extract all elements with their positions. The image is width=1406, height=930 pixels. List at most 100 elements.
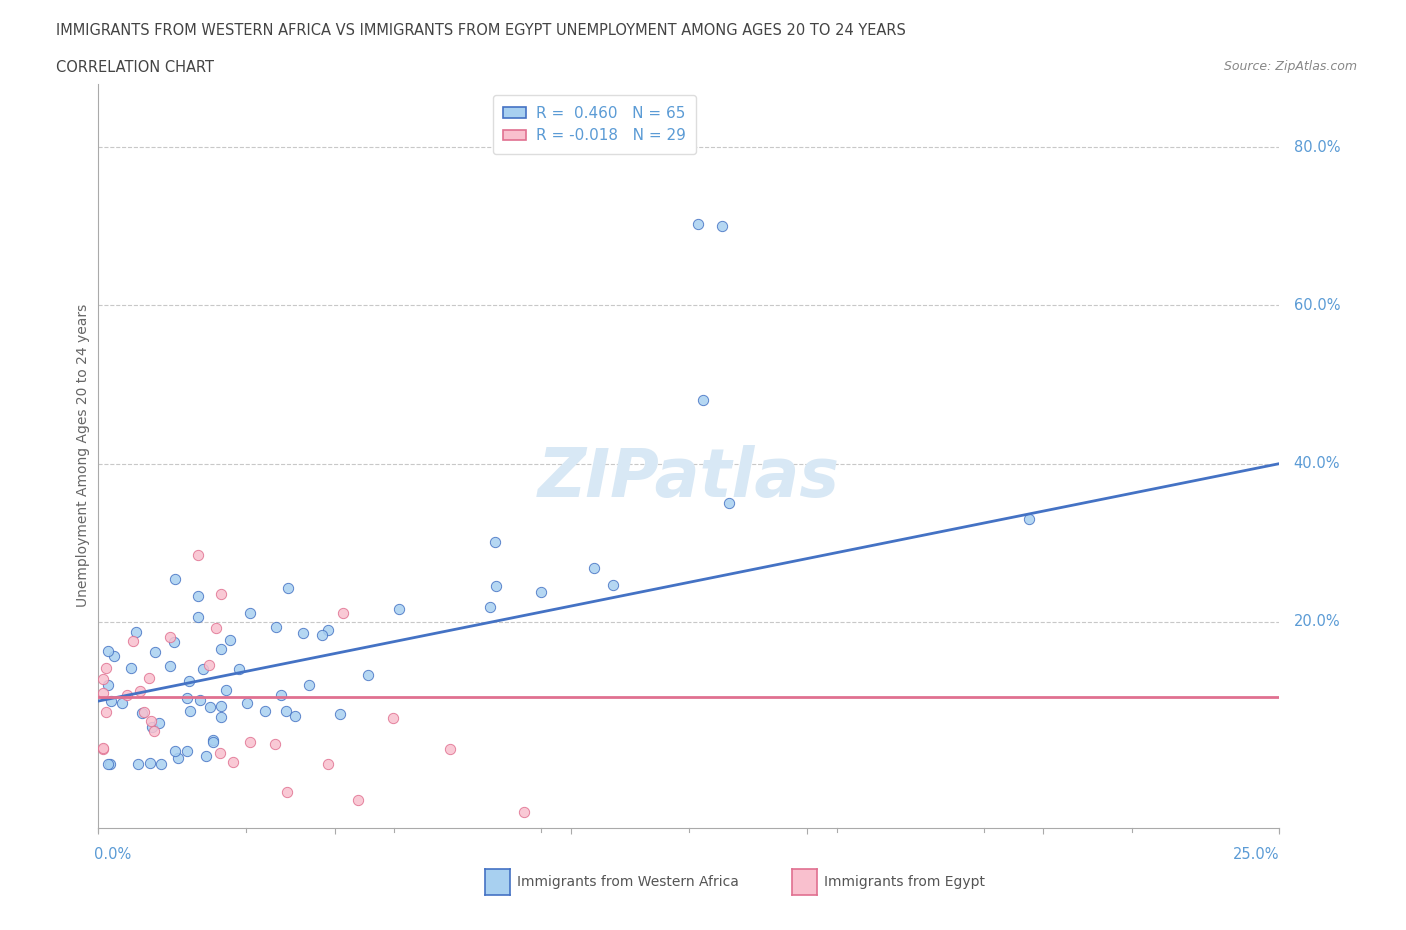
Y-axis label: Unemployment Among Ages 20 to 24 years: Unemployment Among Ages 20 to 24 years — [76, 304, 90, 607]
Point — [297, 677, 319, 692]
Text: 80.0%: 80.0% — [1294, 140, 1340, 154]
Point — [100, 694, 122, 709]
Point — [204, 621, 226, 636]
Text: Immigrants from Egypt: Immigrants from Egypt — [824, 874, 986, 889]
Point — [316, 622, 339, 637]
Point — [284, 709, 307, 724]
Legend: R =  0.460   N = 65, R = -0.018   N = 29: R = 0.460 N = 65, R = -0.018 N = 29 — [492, 95, 696, 154]
Point — [209, 587, 232, 602]
Point — [276, 703, 298, 718]
Point — [311, 628, 333, 643]
Point — [201, 735, 224, 750]
Text: 20.0%: 20.0% — [1294, 615, 1340, 630]
Point — [91, 671, 114, 686]
Point — [159, 630, 181, 644]
Point — [142, 724, 165, 738]
Point — [139, 713, 162, 728]
Point — [191, 661, 214, 676]
Point — [127, 757, 149, 772]
Point — [382, 711, 405, 725]
Point — [132, 704, 155, 719]
Point — [125, 624, 148, 639]
Point — [583, 561, 606, 576]
Point — [131, 706, 153, 721]
Point — [97, 644, 120, 658]
Point — [208, 745, 231, 760]
Point — [209, 710, 232, 724]
Point — [98, 757, 121, 772]
Point — [198, 658, 221, 672]
Point — [291, 626, 314, 641]
Text: CORRELATION CHART: CORRELATION CHART — [56, 60, 214, 75]
Point — [198, 699, 221, 714]
Point — [163, 634, 186, 649]
Point — [239, 734, 262, 749]
Point — [188, 693, 211, 708]
Point — [187, 589, 209, 604]
Point — [187, 547, 209, 562]
Point — [356, 668, 378, 683]
Point — [91, 740, 114, 755]
Text: 40.0%: 40.0% — [1294, 456, 1340, 472]
Point — [277, 580, 299, 595]
Point — [219, 632, 242, 647]
Point — [138, 671, 160, 685]
Point — [148, 715, 170, 730]
Point — [209, 642, 232, 657]
Point — [139, 755, 162, 770]
Point — [485, 579, 508, 594]
Point — [111, 696, 134, 711]
Point — [270, 687, 292, 702]
Point — [94, 705, 117, 720]
Point — [97, 757, 120, 772]
Point — [117, 687, 139, 702]
Point — [1018, 512, 1040, 526]
Point — [91, 742, 114, 757]
Point — [176, 690, 198, 705]
Point — [222, 754, 245, 769]
Point — [122, 634, 145, 649]
Point — [332, 605, 354, 620]
Point — [91, 685, 114, 700]
Point — [166, 751, 188, 765]
Point — [176, 743, 198, 758]
Point — [236, 695, 259, 710]
Point — [512, 804, 534, 819]
Point — [530, 585, 553, 600]
Point — [159, 658, 181, 673]
Point — [264, 619, 287, 634]
Point — [276, 785, 298, 800]
Point — [215, 682, 238, 697]
Point — [388, 602, 411, 617]
Point — [209, 698, 232, 713]
Point — [202, 733, 225, 748]
Point — [187, 609, 209, 624]
Text: 0.0%: 0.0% — [94, 847, 131, 862]
Point — [165, 572, 187, 587]
Point — [96, 660, 118, 675]
Point — [479, 600, 502, 615]
Text: 60.0%: 60.0% — [1294, 298, 1340, 312]
Text: IMMIGRANTS FROM WESTERN AFRICA VS IMMIGRANTS FROM EGYPT UNEMPLOYMENT AMONG AGES : IMMIGRANTS FROM WESTERN AFRICA VS IMMIGR… — [56, 23, 905, 38]
Point — [602, 578, 624, 593]
Point — [692, 392, 714, 407]
Text: 25.0%: 25.0% — [1233, 847, 1279, 862]
Point — [329, 706, 352, 721]
Text: Immigrants from Western Africa: Immigrants from Western Africa — [517, 874, 740, 889]
Text: ZIPatlas: ZIPatlas — [538, 445, 839, 511]
Point — [688, 217, 710, 232]
Point — [129, 684, 152, 698]
Point — [103, 648, 125, 663]
Point — [143, 644, 166, 659]
Point — [316, 757, 339, 772]
Point — [484, 535, 506, 550]
Point — [253, 703, 276, 718]
Point — [718, 496, 741, 511]
Text: Source: ZipAtlas.com: Source: ZipAtlas.com — [1223, 60, 1357, 73]
Point — [194, 749, 217, 764]
Point — [163, 744, 186, 759]
Point — [149, 757, 172, 772]
Point — [120, 660, 142, 675]
Point — [141, 720, 163, 735]
Point — [439, 742, 461, 757]
